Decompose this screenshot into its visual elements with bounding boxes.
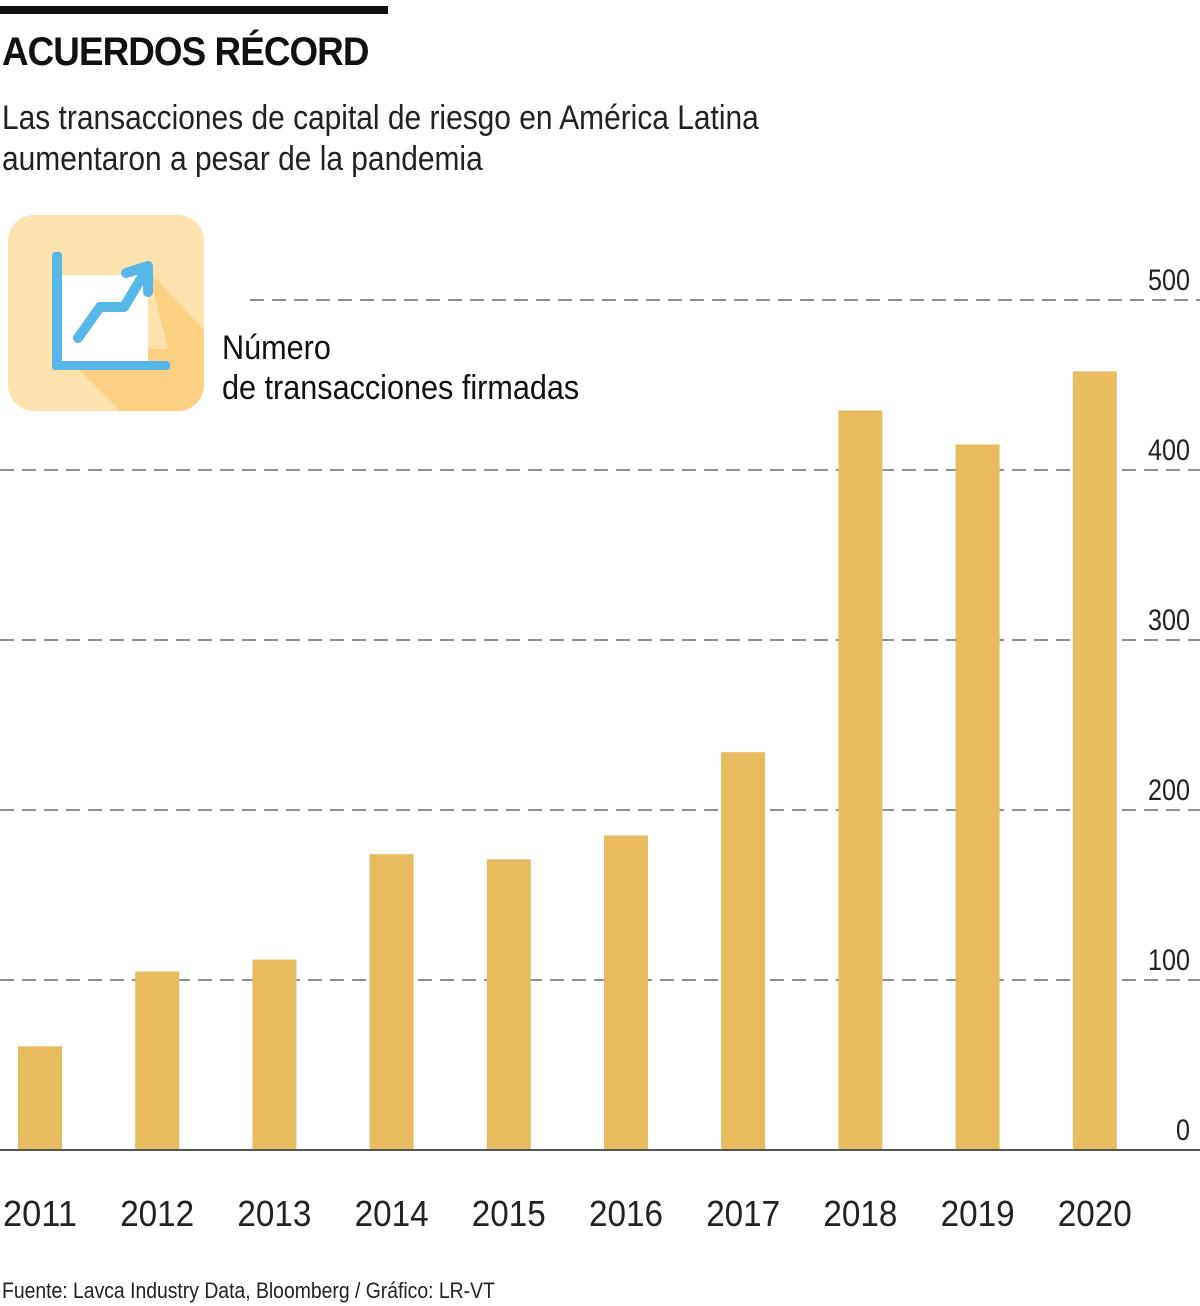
subtitle-line-2: aumentaron a pesar de la pandemia: [2, 140, 483, 178]
y-tick-label: 0: [1176, 1114, 1190, 1147]
x-axis-ticks: 2011 2012 2013 2014 2015 2016 2017 2018 2019 2020: [3, 1193, 1132, 1234]
bar-2014: [369, 854, 414, 1150]
x-tick-label: 2014: [355, 1193, 429, 1234]
y-axis-ticks: 0 100 200 300 400 500: [1148, 264, 1190, 1147]
x-tick-label: 2013: [237, 1193, 311, 1234]
x-tick-label: 2016: [589, 1193, 663, 1234]
y-tick-label: 100: [1148, 944, 1190, 977]
x-tick-label: 2012: [120, 1193, 194, 1234]
bars: [18, 371, 1117, 1150]
chart-subtitle: Las transacciones de capital de riesgo e…: [2, 98, 882, 180]
bar-2016: [604, 835, 648, 1150]
x-tick-label: 2015: [472, 1193, 546, 1234]
x-tick-label: 2019: [941, 1193, 1015, 1234]
chart-title: ACUERDOS RÉCORD: [2, 30, 369, 74]
x-tick-label: 2018: [823, 1193, 897, 1234]
bar-2020: [1072, 371, 1117, 1150]
gridlines: [0, 299, 1200, 981]
trending-chart-icon: [8, 215, 204, 411]
y-tick-label: 400: [1148, 434, 1190, 467]
title-rule: [0, 6, 388, 14]
bar-2011: [18, 1046, 62, 1150]
y-tick-label: 500: [1148, 264, 1190, 297]
y-tick-label: 200: [1148, 774, 1190, 807]
source-footer: Fuente: Lavca Industry Data, Bloomberg /…: [2, 1278, 495, 1303]
legend-line-1: Número: [222, 329, 331, 367]
bar-2013: [252, 959, 297, 1150]
subtitle-line-1: Las transacciones de capital de riesgo e…: [2, 99, 759, 137]
legend-label: Número de transacciones firmadas: [222, 328, 579, 408]
legend-line-2: de transacciones firmadas: [222, 369, 580, 407]
y-tick-label: 300: [1148, 604, 1190, 637]
bar-2017: [721, 752, 766, 1150]
bar-2019: [955, 444, 1000, 1150]
bar-2015: [486, 859, 531, 1150]
bar-2018: [838, 410, 883, 1150]
x-tick-label: 2020: [1058, 1193, 1132, 1234]
x-tick-label: 2017: [706, 1193, 780, 1234]
bar-2012: [135, 971, 180, 1150]
x-tick-label: 2011: [3, 1193, 77, 1234]
